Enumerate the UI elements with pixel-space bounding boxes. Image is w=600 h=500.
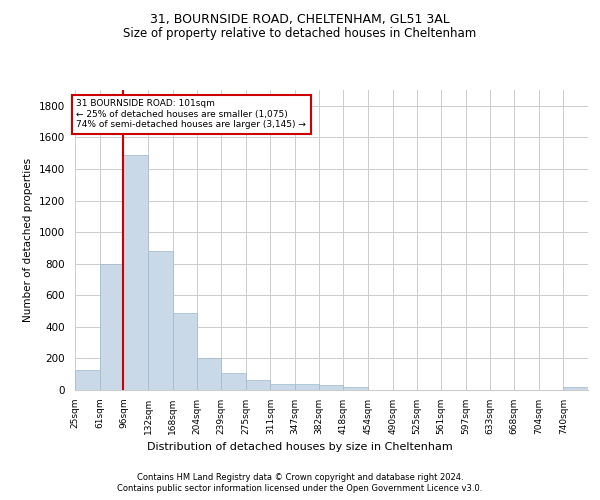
Text: 31, BOURNSIDE ROAD, CHELTENHAM, GL51 3AL: 31, BOURNSIDE ROAD, CHELTENHAM, GL51 3AL — [150, 12, 450, 26]
Text: Contains public sector information licensed under the Open Government Licence v3: Contains public sector information licen… — [118, 484, 482, 493]
Text: 31 BOURNSIDE ROAD: 101sqm
← 25% of detached houses are smaller (1,075)
74% of se: 31 BOURNSIDE ROAD: 101sqm ← 25% of detac… — [76, 100, 306, 130]
Bar — [124, 154, 148, 390]
Bar — [173, 312, 197, 390]
Bar — [100, 264, 124, 390]
Y-axis label: Number of detached properties: Number of detached properties — [23, 158, 34, 322]
Bar — [148, 251, 173, 390]
Bar — [246, 380, 271, 390]
Text: Contains HM Land Registry data © Crown copyright and database right 2024.: Contains HM Land Registry data © Crown c… — [137, 472, 463, 482]
Bar — [197, 358, 221, 390]
Bar — [295, 384, 319, 390]
Bar — [271, 384, 295, 390]
Text: Size of property relative to detached houses in Cheltenham: Size of property relative to detached ho… — [124, 28, 476, 40]
Bar — [221, 374, 246, 390]
Bar — [75, 370, 100, 390]
Bar — [319, 386, 343, 390]
Text: Distribution of detached houses by size in Cheltenham: Distribution of detached houses by size … — [147, 442, 453, 452]
Bar — [563, 387, 588, 390]
Bar — [343, 387, 368, 390]
